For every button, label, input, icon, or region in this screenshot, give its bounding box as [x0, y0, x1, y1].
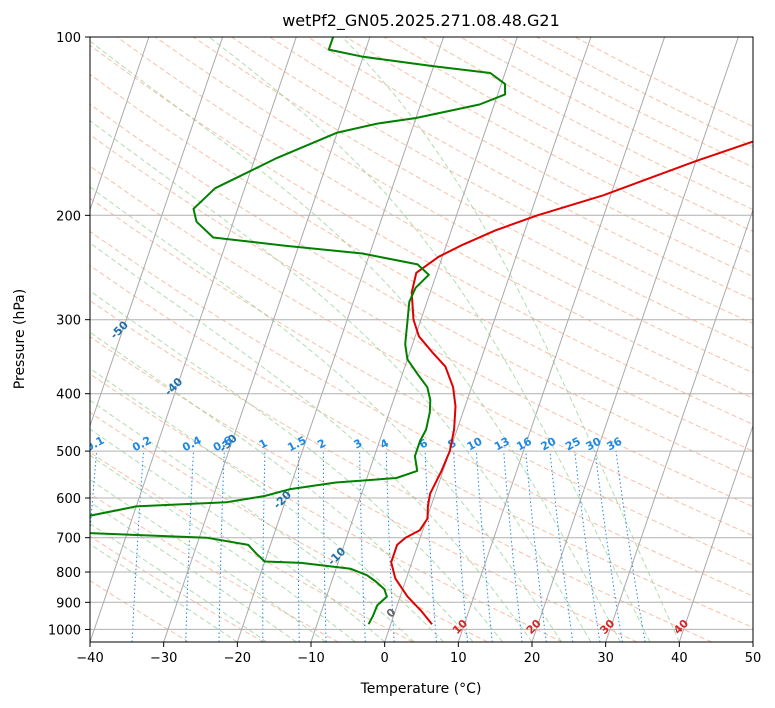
mixing-ratio-line: [503, 451, 523, 642]
y-tick-label: 700: [56, 532, 81, 547]
moist-adiabat-line: [90, 543, 238, 642]
isotherm-line: [531, 37, 739, 642]
y-tick-label: 500: [56, 445, 81, 460]
isotherm-gridlines: [90, 37, 753, 642]
plot-area: -100-90-80-70-60-50-40-30-20-10010203040…: [90, 37, 753, 642]
dry-adiabat-line: [90, 580, 190, 642]
dry-adiabat-line: [90, 264, 753, 629]
chart-title: wetPf2_GN05.2025.271.08.48.G21: [282, 11, 560, 31]
moist-adiabat-line: [90, 454, 356, 642]
mixing-ratio-line: [525, 451, 547, 642]
mixing-ratio-line: [594, 451, 623, 642]
dry-adiabat-line: [90, 535, 264, 642]
isotherm-line: [310, 37, 518, 642]
dry-adiabats: [90, 37, 753, 642]
moist-adiabat-line: [90, 40, 621, 642]
dry-adiabat-line: [90, 411, 488, 642]
x-axis-title: Temperature (°C): [360, 681, 482, 697]
dry-adiabat-line: [90, 336, 638, 642]
isotherm-line: [90, 37, 150, 212]
x-tick-label: 0: [381, 651, 389, 666]
data-series: [90, 37, 753, 625]
moist-adiabat-line: [90, 478, 326, 642]
x-tick-label: 10: [450, 651, 467, 666]
mixing-ratio-label: 13: [492, 435, 512, 454]
isotherm-line: [605, 208, 753, 642]
y-tick-label: 400: [56, 388, 81, 403]
y-axis-title: Pressure (hPa): [12, 289, 28, 389]
dry-adiabat-line: [90, 73, 753, 452]
moist-adiabat-line: [341, 37, 680, 642]
mixing-ratio-lines: [90, 451, 646, 642]
dry-adiabat-line: [90, 299, 712, 642]
moist-adiabat-line: [90, 186, 562, 642]
y-tick-label: 200: [56, 209, 81, 224]
moist-adiabat-line: [208, 37, 651, 642]
moist-adiabat-line: [90, 367, 444, 642]
mixing-ratio-label: 10: [465, 435, 485, 454]
dry-adiabat-line: [90, 373, 563, 642]
mixing-ratio-label: 36: [605, 435, 625, 454]
x-tick-label: 30: [597, 651, 614, 666]
isotherm-line: [90, 37, 224, 428]
x-tick-label: 40: [671, 651, 688, 666]
mixing-ratio-label: 20: [539, 435, 559, 454]
moist-adiabat-line: [90, 522, 268, 642]
mixing-ratio-line: [574, 451, 601, 642]
dry-adiabat-line: [90, 165, 753, 537]
dry-adiabat-line: [269, 37, 753, 301]
mixing-ratio-label: 30: [584, 435, 604, 454]
isotherm-line: [236, 37, 445, 642]
y-tick-label: 800: [56, 566, 81, 581]
dry-adiabat-line: [90, 230, 753, 597]
mixing-ratio-line: [475, 451, 493, 642]
y-tick-label: 1000: [48, 623, 81, 638]
isotherm-line: [457, 37, 666, 642]
mixing-ratio-label: 16: [514, 435, 534, 454]
mixing-ratio-line: [90, 451, 98, 538]
y-tick-label: 900: [56, 596, 81, 611]
mixing-ratio-line: [453, 451, 468, 642]
plot-frame: [89, 36, 754, 643]
mixing-ratio-line: [615, 451, 646, 642]
moist-adiabat-line: [90, 501, 297, 642]
x-tick-label: −20: [224, 651, 251, 666]
mixing-ratio-line: [549, 451, 574, 642]
isotherm-line: [678, 424, 753, 642]
x-tick-label: −10: [297, 651, 324, 666]
x-tick-label: 50: [745, 651, 762, 666]
dry-adiabat-line: [231, 37, 753, 325]
x-tick-label: 20: [524, 651, 541, 666]
dry-adiabat-line: [90, 103, 753, 480]
x-tick-label: −40: [76, 651, 103, 666]
isotherm-line: [384, 37, 592, 642]
isotherm-line: [90, 37, 297, 642]
dewpoint-profile-line: [90, 37, 507, 625]
x-axis-ticks: −40 −30 −20 −10 0 10 20 30 40 50: [76, 642, 761, 666]
mixing-ratio-label: 25: [563, 435, 583, 454]
moist-adiabat-line: [90, 428, 386, 642]
temperature-profile-line: [390, 140, 753, 625]
x-tick-label: −30: [150, 651, 177, 666]
y-tick-label: 100: [56, 31, 81, 46]
y-axis-ticks: 100 200 300 400 500 600 700 800 900 1000: [48, 31, 90, 638]
moist-adiabat-line: [90, 242, 533, 642]
y-tick-label: 300: [56, 314, 81, 329]
moist-adiabat-line: [90, 120, 592, 642]
y-tick-label: 600: [56, 492, 81, 507]
dry-adiabat-line: [90, 44, 753, 425]
isotherm-line: [163, 37, 371, 642]
